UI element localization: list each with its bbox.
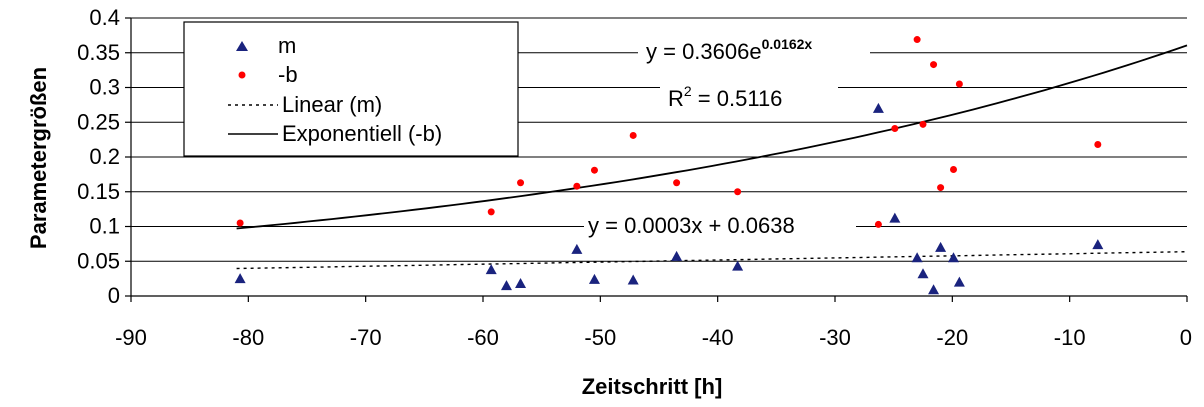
y-tick-label: 0.4 — [89, 5, 120, 30]
point-b-dot — [919, 120, 927, 128]
point-m-triangle — [485, 264, 497, 275]
point-m-triangle — [588, 273, 600, 284]
point-b-dot — [734, 188, 742, 196]
r2-symbol: R — [668, 86, 684, 111]
point-b-dot — [629, 131, 637, 139]
y-tick-label: 0.3 — [89, 75, 120, 100]
point-m-triangle — [948, 252, 960, 263]
point-b-dot — [1094, 140, 1102, 148]
point-m-triangle — [889, 212, 901, 223]
y-tick-label: 0.1 — [89, 214, 120, 239]
x-tick-label: 0 — [1180, 325, 1192, 350]
point-m-triangle — [1092, 239, 1104, 250]
axes — [125, 17, 1188, 302]
exp-equation-exponent: 0.0162x — [762, 36, 813, 52]
linear-equation-text: y = 0.0003x + 0.0638 — [588, 213, 795, 238]
x-tick-label: -70 — [350, 325, 382, 350]
point-m-triangle — [732, 260, 744, 271]
y-axis-title: Parametergrößen — [26, 67, 51, 249]
y-tick-labels: 0 0.05 0.1 0.15 0.2 0.25 0.3 0.35 0.4 — [77, 5, 120, 308]
point-b-dot — [673, 179, 681, 187]
point-m-triangle — [917, 268, 929, 279]
svg-text:y = 0.3606e0.0162x: y = 0.3606e0.0162x — [646, 36, 812, 64]
point-m-triangle — [872, 102, 884, 113]
point-m-triangle — [953, 276, 965, 287]
data-points — [234, 36, 1104, 295]
x-tick-label: -20 — [936, 325, 968, 350]
y-tick-label: 0.15 — [77, 179, 120, 204]
y-tick-label: 0.25 — [77, 109, 120, 134]
legend-label-b: -b — [278, 62, 298, 87]
point-b-dot — [517, 179, 525, 187]
y-tick-label: 0 — [108, 283, 120, 308]
point-m-triangle — [627, 274, 639, 285]
point-m-triangle — [515, 277, 527, 288]
point-m-triangle — [928, 284, 940, 295]
x-tick-label: -50 — [584, 325, 616, 350]
linear-equation: y = 0.0003x + 0.0638 — [584, 210, 856, 240]
x-tick-label: -60 — [467, 325, 499, 350]
svg-text:R2 = 0.5116: R2 = 0.5116 — [668, 83, 782, 111]
point-b-dot — [590, 166, 598, 174]
x-tick-label: -40 — [702, 325, 734, 350]
x-tick-labels: -90 -80 -70 -60 -50 -40 -30 -20 -10 0 — [115, 325, 1192, 350]
y-tick-label: 0.2 — [89, 144, 120, 169]
point-b-dot — [487, 208, 495, 216]
legend: m -b Linear (m) Exponentiell (-b) — [183, 21, 519, 157]
r2-value: = 0.5116 — [692, 86, 783, 111]
r-squared-label: R2 = 0.5116 — [660, 82, 838, 112]
x-tick-label: -80 — [232, 325, 264, 350]
exponential-trendline — [236, 44, 1188, 230]
legend-triangle-icon — [236, 41, 248, 51]
x-tick-label: -30 — [819, 325, 851, 350]
r2-superscript: 2 — [684, 83, 692, 99]
trendlines — [236, 44, 1188, 270]
legend-label-linear: Linear (m) — [282, 92, 382, 117]
point-m-triangle — [911, 252, 923, 263]
point-m-triangle — [234, 273, 246, 284]
x-axis-title: Zeitschritt [h] — [582, 374, 723, 399]
point-m-triangle — [500, 280, 512, 291]
point-m-triangle — [671, 250, 683, 261]
x-tick-label: -10 — [1054, 325, 1086, 350]
point-b-dot — [937, 184, 945, 192]
point-b-dot — [930, 61, 938, 69]
legend-dot-icon — [238, 71, 246, 79]
legend-label-exponential: Exponentiell (-b) — [282, 121, 442, 146]
point-m-triangle — [935, 241, 947, 252]
exp-equation-base: y = 0.3606e — [646, 39, 762, 64]
point-b-dot — [236, 219, 244, 227]
y-tick-label: 0.05 — [77, 248, 120, 273]
point-b-dot — [874, 220, 882, 228]
linear-trendline — [236, 251, 1188, 270]
x-tick-label: -90 — [115, 325, 147, 350]
point-b-dot — [913, 36, 921, 44]
point-b-dot — [891, 125, 899, 133]
y-tick-label: 0.35 — [77, 40, 120, 65]
point-m-triangle — [571, 243, 583, 254]
exp-equation: y = 0.3606e0.0162x — [638, 35, 870, 65]
legend-label-m: m — [278, 33, 296, 58]
point-b-dot — [573, 182, 581, 190]
point-b-dot — [950, 166, 958, 174]
point-b-dot — [955, 80, 963, 88]
